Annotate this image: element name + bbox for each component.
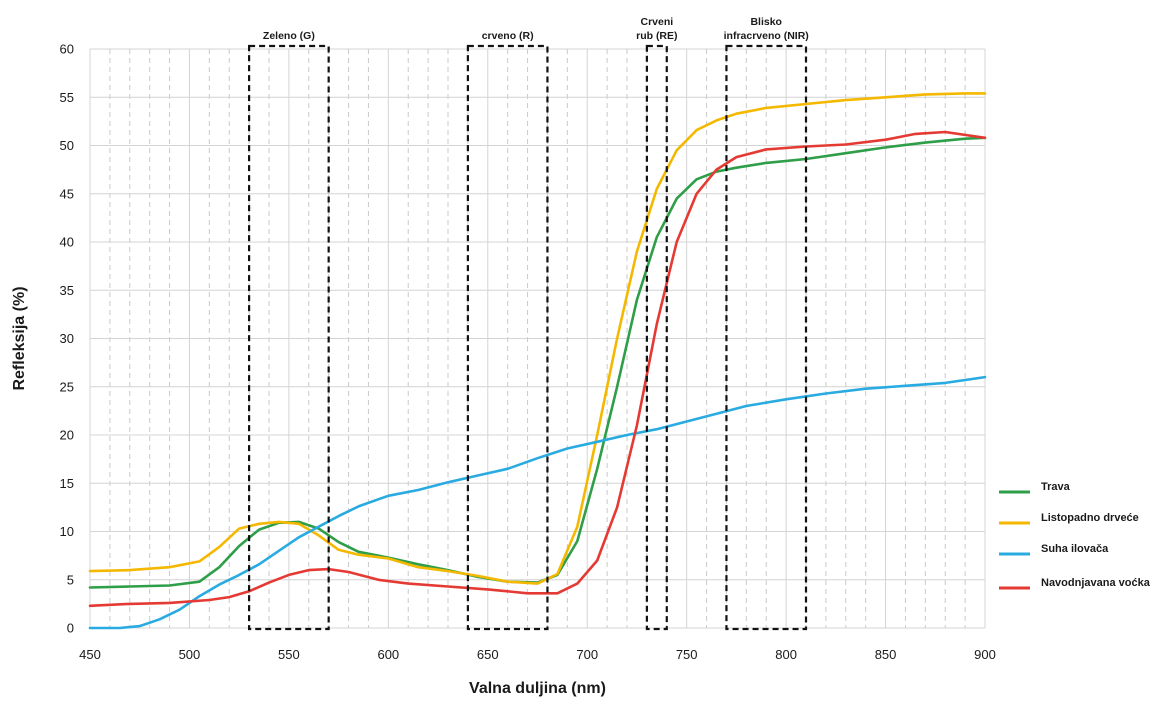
- y-tick-label: 55: [60, 90, 74, 105]
- band-label: Zeleno (G): [263, 30, 315, 42]
- y-tick-label: 50: [60, 138, 74, 153]
- x-tick-label: 750: [676, 647, 698, 662]
- legend-label: Listopadno drveće: [1041, 512, 1139, 524]
- x-tick-label: 900: [974, 647, 996, 662]
- band-label: Blisko: [750, 16, 782, 28]
- y-tick-label: 0: [67, 621, 74, 636]
- band-box: [466, 44, 549, 631]
- x-tick-label: 550: [278, 647, 300, 662]
- x-axis-title: Valna duljina (nm): [469, 680, 606, 697]
- y-tick-label: 15: [60, 476, 74, 491]
- y-tick-label: 25: [60, 379, 74, 394]
- y-tick-label: 45: [60, 186, 74, 201]
- y-tick-label: 10: [60, 524, 74, 539]
- series-line-navodnjavana-voćka: [88, 130, 987, 608]
- band-label: crveno (R): [482, 30, 534, 42]
- band-box: [248, 44, 330, 631]
- legend-label: Trava: [1041, 481, 1071, 493]
- y-tick-label: 20: [60, 428, 74, 443]
- series-group: [88, 92, 987, 630]
- bands-group: Zeleno (G) crveno (R) Crveni rub (RE) Blisko…: [248, 16, 809, 631]
- series-line-listopadno-drveće: [88, 92, 987, 585]
- series-line-trava: [88, 136, 987, 589]
- tick-labels-group: 0 5 10 15 20 25 30 35 40 45 50 55 60 450 500 550 600 650 7…: [60, 42, 996, 663]
- y-tick-label: 35: [60, 283, 74, 298]
- band-label: rub (RE): [636, 30, 677, 42]
- x-tick-label: 850: [875, 647, 897, 662]
- x-tick-label: 650: [477, 647, 499, 662]
- band-label: Crveni: [640, 16, 673, 28]
- y-axis-title: Refleksija (%): [11, 286, 28, 390]
- y-tick-label: 60: [60, 42, 74, 57]
- y-tick-label: 5: [67, 572, 74, 587]
- x-tick-label: 500: [179, 647, 201, 662]
- y-tick-label: 40: [60, 235, 74, 250]
- legend-label: Navodnjavana voćka: [1041, 577, 1151, 589]
- x-tick-label: 600: [377, 647, 399, 662]
- x-tick-label: 700: [576, 647, 598, 662]
- band-box: [725, 44, 808, 631]
- x-tick-label: 450: [79, 647, 101, 662]
- series-line-suha-ilovača: [88, 375, 987, 630]
- legend-group: Trava Listopadno drveće Suha ilovača Navodn…: [999, 481, 1151, 590]
- x-tick-label: 800: [775, 647, 797, 662]
- y-tick-label: 30: [60, 331, 74, 346]
- legend-label: Suha ilovača: [1041, 543, 1109, 555]
- band-box: [645, 44, 668, 631]
- band-label: infracrveno (NIR): [724, 30, 809, 42]
